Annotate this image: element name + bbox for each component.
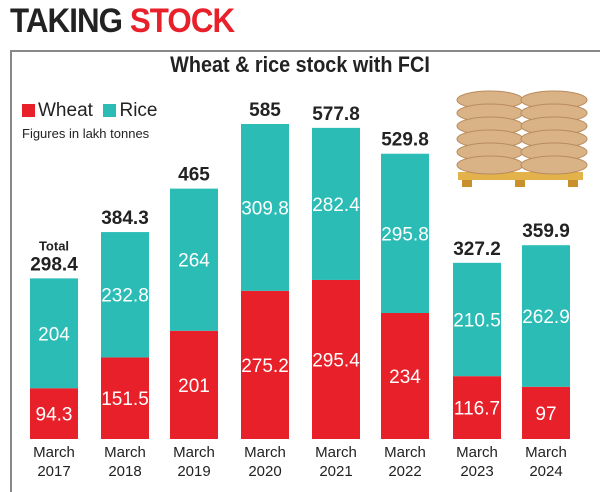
label-total: 577.8	[312, 104, 360, 125]
grain-sacks-image	[456, 90, 588, 187]
x-tick-label: March	[173, 444, 215, 461]
pallet-leg	[462, 180, 472, 187]
label-total: 465	[178, 165, 210, 186]
x-tick-label: 2020	[248, 463, 281, 479]
x-tick-label: 2024	[529, 463, 562, 479]
label-total: 384.3	[101, 208, 149, 229]
legend-swatch-wheat	[22, 104, 35, 117]
bar-rice	[170, 188, 218, 331]
sack	[520, 155, 588, 175]
legend: Wheat Rice	[22, 100, 158, 122]
label-rice: 264	[178, 251, 210, 272]
x-tick-label: 2022	[388, 463, 421, 479]
label-wheat: 234	[389, 367, 421, 388]
label-total: 529.8	[381, 130, 429, 151]
legend-wheat: Wheat	[38, 100, 93, 121]
bar-wheat	[522, 386, 570, 439]
bar-rice	[30, 278, 78, 389]
x-tick-label: March	[33, 444, 75, 461]
label-wheat: 275.2	[241, 356, 289, 377]
label-wheat: 97	[535, 404, 556, 425]
label-wheat: 94.3	[36, 405, 73, 426]
x-tick-label: March	[384, 444, 426, 461]
bar-wheat	[312, 279, 360, 439]
bar-rice	[381, 153, 429, 313]
x-tick-label: March	[244, 444, 286, 461]
x-tick-label: 2023	[460, 463, 493, 479]
bar-wheat	[30, 388, 78, 439]
bar-rice	[241, 124, 289, 291]
bar-rice	[101, 232, 149, 358]
label-total: 359.9	[522, 221, 570, 242]
bar-chart: 94.3 204 298.4 March 2017 Total 151.5 232.8 384.…	[30, 100, 570, 479]
chart-frame	[10, 50, 600, 492]
bar-rice	[522, 245, 570, 387]
legend-rice: Rice	[119, 100, 158, 121]
label-rice: 210.5	[453, 310, 501, 331]
bar-wheat	[101, 357, 149, 439]
label-rice: 309.8	[241, 198, 289, 219]
label-rice: 282.4	[312, 195, 360, 216]
x-tick-label: 2021	[319, 463, 352, 479]
pallet-leg	[515, 180, 525, 187]
bar-wheat	[381, 313, 429, 439]
bar-rice	[453, 262, 501, 377]
headline-part1: TAKING	[10, 2, 123, 40]
label-rice: 262.9	[522, 307, 570, 328]
bar-rice	[312, 127, 360, 280]
label-total: 298.4	[30, 254, 78, 275]
x-tick-label: March	[456, 444, 498, 461]
headline-part2: STOCK	[129, 2, 235, 40]
headline: TAKING STOCK	[10, 2, 235, 41]
x-tick-label: March	[315, 444, 357, 461]
chart-title: Wheat & rice stock with FCI	[170, 52, 430, 77]
label-wheat: 151.5	[101, 389, 149, 410]
label-wheat: 201	[178, 376, 210, 397]
bar-wheat	[453, 376, 501, 439]
bar-wheat	[170, 330, 218, 439]
x-tick-label: 2018	[108, 463, 141, 479]
bar-wheat	[241, 290, 289, 439]
x-tick-label: March	[104, 444, 146, 461]
total-label: Total	[39, 238, 69, 253]
label-rice: 232.8	[101, 286, 149, 307]
pallet	[458, 172, 583, 180]
pallet-leg	[568, 180, 578, 187]
label-rice: 204	[38, 324, 70, 345]
label-rice: 295.8	[381, 224, 429, 245]
label-wheat: 295.4	[312, 350, 360, 371]
legend-swatch-rice	[103, 104, 117, 117]
x-tick-label: 2019	[177, 463, 210, 479]
x-tick-label: March	[525, 444, 567, 461]
label-total: 585	[249, 100, 281, 121]
x-tick-label: 2017	[37, 463, 70, 479]
label-total: 327.2	[453, 239, 501, 260]
label-wheat: 116.7	[454, 399, 500, 420]
units-note: Figures in lakh tonnes	[22, 126, 150, 141]
